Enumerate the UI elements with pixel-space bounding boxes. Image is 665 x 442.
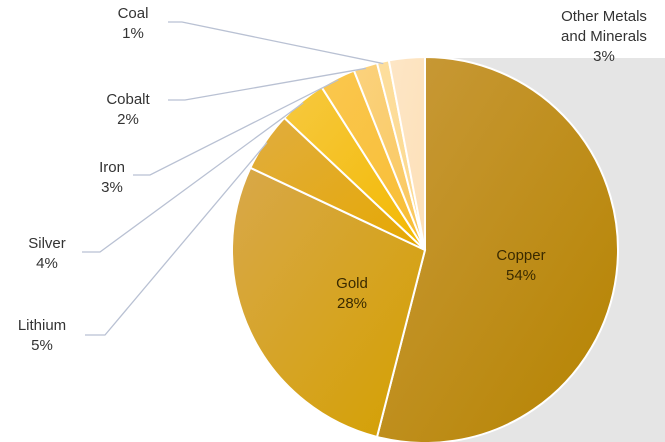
slice-gold (231, 166, 427, 439)
slice-label-iron: Iron 3% (99, 159, 125, 196)
slice-label-copper: Copper 54% (496, 247, 545, 284)
slice-copper (375, 55, 619, 442)
slice-label-gold: Gold 28% (336, 275, 368, 312)
slice-label-other-metals-and-minerals: Other Metals and Minerals 3% (561, 8, 647, 65)
leader-line-cobalt (168, 67, 367, 101)
slice-label-lithium: Lithium 5% (18, 317, 66, 354)
slice-label-coal: Coal 1% (118, 5, 149, 42)
leader-line-lithium (85, 142, 268, 336)
leader-line-silver (82, 102, 304, 253)
leader-line-coal (168, 21, 384, 65)
leader-lines (82, 21, 384, 336)
slice-other-metals-and-minerals (387, 55, 426, 251)
leader-line-iron (133, 79, 339, 176)
slice-label-cobalt: Cobalt 2% (106, 91, 150, 128)
slice-label-silver: Silver 4% (28, 235, 66, 272)
pie-slices (231, 55, 619, 442)
slice-labels: Copper 54% Gold 28% Lithium 5% Silver 4% Iron 3% C… (18, 5, 647, 354)
